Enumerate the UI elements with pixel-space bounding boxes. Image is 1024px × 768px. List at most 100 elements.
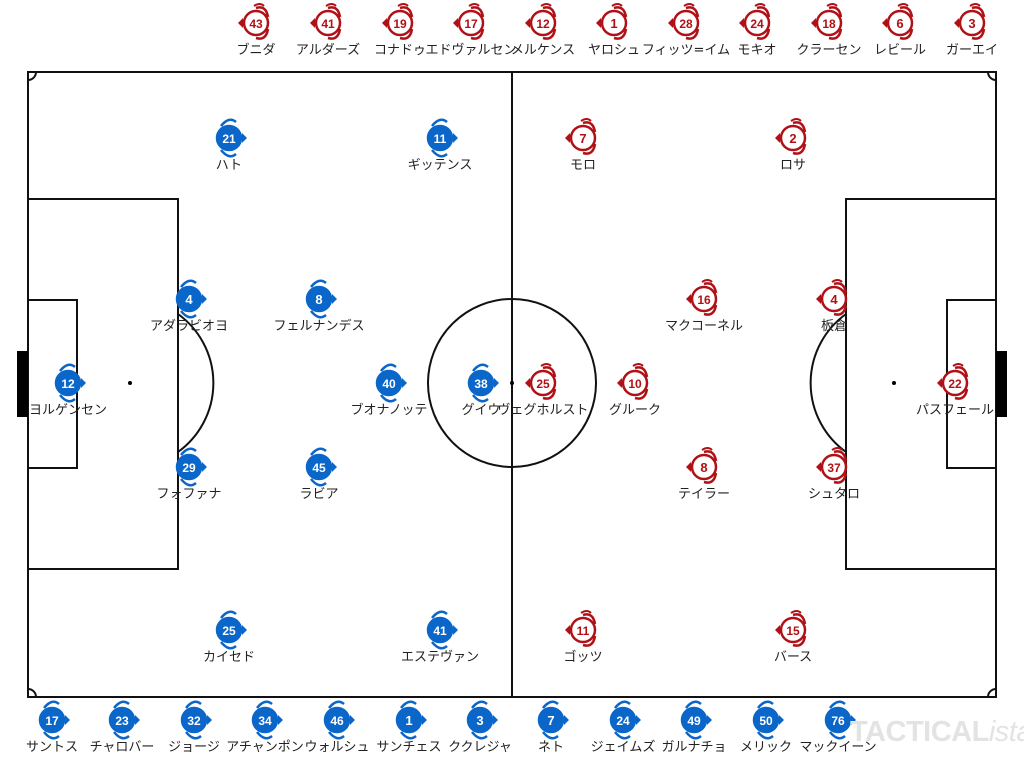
blue-player-marker-icon: 40 — [375, 363, 407, 403]
corner-arc — [27, 688, 37, 698]
player-name: ガーエイ — [945, 43, 998, 58]
red-player-marker-icon: 28 — [668, 3, 700, 40]
red-player-marker-icon: 19 — [382, 3, 414, 40]
player-number: 50 — [759, 714, 773, 728]
player-name: レビール — [873, 43, 926, 58]
player-number: 49 — [687, 714, 701, 728]
red-player-marker-icon: 17 — [453, 3, 485, 40]
player-number: 8 — [315, 292, 322, 307]
red-player-marker-icon: 11 — [565, 610, 597, 647]
player-number: 46 — [330, 714, 344, 728]
player-name: フォファナ — [156, 487, 222, 502]
player-name: ガルナチョ — [661, 740, 727, 755]
player-name: ロサ — [779, 158, 806, 173]
blue-player-marker-icon: 76 — [824, 700, 856, 740]
player-name: ネト — [537, 740, 564, 755]
player-name: ククレジャ — [448, 740, 512, 755]
red-player-marker-icon: 8 — [686, 447, 718, 484]
blue-player-marker-icon: 21 — [215, 118, 247, 158]
right-penalty-arc — [809, 313, 847, 453]
player-name: エドヴァルセン — [425, 43, 517, 58]
red-player-marker-icon: 25 — [525, 363, 557, 400]
player-name: ヤロシュ — [587, 43, 640, 58]
player-name: ジョージ — [168, 740, 220, 755]
player-number: 76 — [831, 714, 845, 728]
corner-arc — [987, 688, 997, 698]
player-number: 28 — [679, 17, 693, 31]
red-player-marker-icon: 18 — [811, 3, 843, 40]
corner-arc — [987, 71, 997, 81]
player-name: ギッテンス — [407, 158, 473, 173]
player-number: 25 — [536, 377, 550, 391]
blue-player-marker-icon: 29 — [175, 447, 207, 487]
watermark-main: TACTICAL — [850, 716, 989, 748]
player-number: 23 — [115, 714, 129, 728]
player-number: 1 — [610, 16, 617, 31]
player-name: アルダーズ — [295, 43, 361, 58]
player-number: 12 — [61, 377, 75, 391]
red-player-marker-icon: 12 — [525, 3, 557, 40]
blue-player-marker-icon: 38 — [467, 363, 499, 403]
player-name: ハト — [215, 158, 243, 173]
player-name: シュタロ — [807, 487, 860, 502]
player-number: 24 — [616, 714, 630, 728]
player-name: チャロバー — [89, 740, 155, 755]
player-number: 4 — [185, 292, 193, 307]
player-name: アチャンポン — [226, 740, 304, 755]
player-name: クラーセン — [796, 43, 862, 58]
player-name: フェルナンデス — [273, 319, 365, 334]
player-number: 4 — [830, 292, 838, 307]
player-name: ヴェグホルスト — [497, 403, 589, 418]
player-number: 38 — [474, 377, 488, 391]
player-name: アダラビオヨ — [149, 319, 228, 334]
player-name: メルケンス — [510, 43, 576, 58]
player-number: 7 — [579, 131, 586, 146]
blue-player-marker-icon: 4 — [175, 279, 207, 319]
right-penalty-spot — [892, 381, 896, 385]
player-name: エステヴァン — [400, 650, 479, 665]
player-name: モロ — [569, 158, 596, 173]
player-name: ブニダ — [236, 43, 276, 58]
red-player-marker-icon: 43 — [238, 3, 270, 40]
player-number: 21 — [222, 132, 236, 146]
player-number: 25 — [222, 624, 236, 638]
red-player-marker-icon: 37 — [816, 447, 848, 484]
corner-arc — [27, 71, 37, 81]
left-penalty-spot — [128, 381, 132, 385]
player-number: 17 — [464, 17, 478, 31]
blue-player-marker-icon: 12 — [54, 363, 86, 403]
player-name: ゴッツ — [563, 650, 603, 665]
left-goal — [17, 351, 28, 417]
player-name: グイウ — [461, 403, 501, 418]
player-number: 11 — [434, 132, 447, 146]
blue-player-marker-icon: 34 — [251, 700, 283, 740]
player-name: サントス — [25, 740, 78, 755]
player-name: ジェイムズ — [590, 740, 656, 755]
player-name: マックイーン — [799, 740, 877, 755]
right-goal — [996, 351, 1007, 417]
red-player-marker-icon: 2 — [775, 118, 807, 155]
player-number: 12 — [536, 17, 550, 31]
player-name: ブオナノッテ — [350, 403, 428, 418]
player-name: ラビア — [299, 487, 339, 502]
center-circle — [427, 298, 597, 468]
player-number: 3 — [476, 713, 483, 728]
center-spot — [510, 381, 514, 385]
blue-player-marker-icon: 23 — [108, 700, 140, 740]
blue-player-marker-icon: 3 — [466, 700, 498, 740]
player-number: 11 — [577, 624, 590, 638]
blue-player-marker-icon: 46 — [323, 700, 355, 740]
player-number: 34 — [258, 714, 272, 728]
blue-player-marker-icon: 1 — [395, 700, 427, 740]
red-player-marker-icon: 1 — [596, 3, 628, 40]
player-name: 板倉 — [820, 319, 847, 334]
blue-player-marker-icon: 49 — [680, 700, 712, 740]
blue-player-marker-icon: 17 — [38, 700, 70, 740]
blue-player-marker-icon: 50 — [752, 700, 784, 740]
blue-player-marker-icon: 8 — [305, 279, 337, 319]
blue-player-marker-icon: 25 — [215, 610, 247, 650]
player-number: 43 — [249, 17, 263, 31]
red-player-marker-icon: 22 — [937, 363, 969, 400]
blue-player-marker-icon: 11 — [426, 118, 458, 158]
